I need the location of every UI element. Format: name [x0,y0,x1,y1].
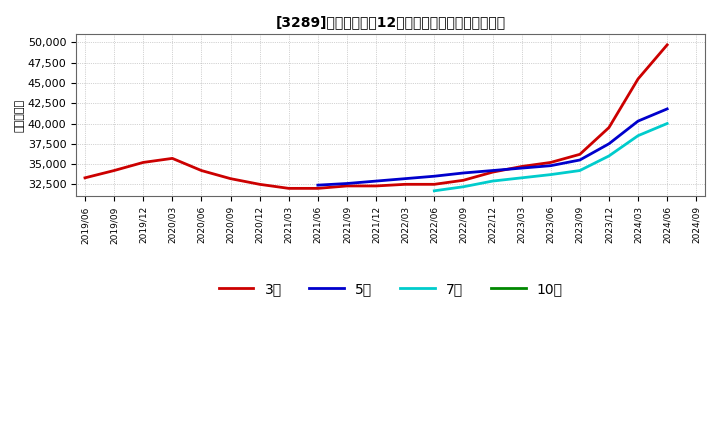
5年 [372,179,380,184]
3年 [605,125,613,130]
7年 [430,188,438,194]
3年 [459,178,468,183]
3年 [109,168,118,173]
3年 [168,156,176,161]
5年 [401,176,410,181]
5年 [459,170,468,176]
Line: 7年: 7年 [434,124,667,191]
7年 [605,153,613,158]
3年 [313,186,322,191]
7年 [663,121,672,126]
3年 [517,164,526,169]
7年 [459,184,468,189]
5年 [430,173,438,179]
3年 [343,183,351,189]
3年 [575,152,584,157]
Legend: 3年, 5年, 7年, 10年: 3年, 5年, 7年, 10年 [213,276,568,301]
3年 [401,182,410,187]
3年 [634,76,642,81]
3年 [663,42,672,48]
5年 [517,165,526,171]
3年 [430,182,438,187]
Line: 5年: 5年 [318,109,667,185]
7年 [488,179,497,184]
3年 [139,160,148,165]
Y-axis label: （百万円）: （百万円） [15,99,25,132]
7年 [546,172,555,177]
3年 [488,169,497,175]
5年 [605,141,613,147]
5年 [343,181,351,186]
7年 [517,175,526,180]
Title: [3289]　当期純利益12か月移動合計の平均値の推移: [3289] 当期純利益12か月移動合計の平均値の推移 [276,15,505,29]
3年 [226,176,235,181]
3年 [197,168,206,173]
5年 [663,106,672,112]
3年 [546,160,555,165]
7年 [575,168,584,173]
5年 [313,183,322,188]
7年 [634,133,642,138]
3年 [372,183,380,189]
Line: 3年: 3年 [85,45,667,188]
5年 [634,118,642,124]
3年 [284,186,293,191]
3年 [256,182,264,187]
5年 [546,163,555,169]
5年 [575,158,584,163]
3年 [81,175,89,180]
5年 [488,168,497,173]
